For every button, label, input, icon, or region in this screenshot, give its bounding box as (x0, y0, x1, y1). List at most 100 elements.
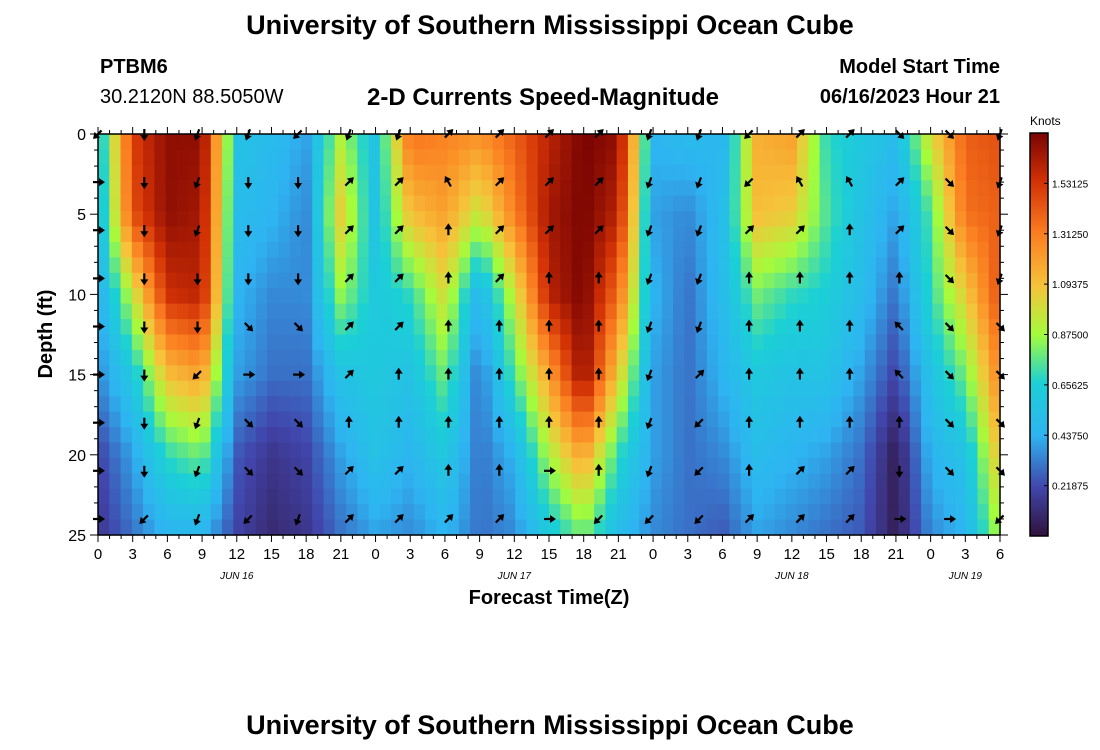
heatmap-cell (875, 349, 888, 366)
heatmap-cell (109, 457, 122, 474)
current-arrow (795, 319, 804, 332)
heatmap-cell (842, 504, 855, 521)
heatmap-cell (391, 195, 404, 212)
current-arrow (293, 322, 304, 332)
heatmap-cell (650, 488, 663, 505)
heatmap-cell (458, 241, 471, 258)
heatmap-cell (853, 257, 866, 274)
heatmap-cell (605, 272, 618, 289)
arrow-shaft (647, 128, 653, 137)
heatmap-cell (673, 211, 685, 228)
heatmap-cell (921, 303, 933, 320)
current-arrow (894, 515, 907, 523)
heatmap-cell (368, 504, 381, 521)
heatmap-cell (673, 180, 685, 197)
arrow-head (645, 470, 654, 478)
heatmap-cell (143, 257, 155, 274)
heatmap-cell (312, 457, 325, 474)
heatmap-cell (131, 257, 144, 274)
heatmap-cell (864, 380, 877, 397)
heatmap-cell (470, 442, 482, 459)
heatmap-cell (537, 226, 550, 243)
heatmap-cell (368, 396, 381, 413)
heatmap-cell (289, 457, 302, 474)
x-tick-label: 21 (888, 546, 905, 563)
heatmap-cell (289, 473, 302, 490)
heatmap-cell (684, 396, 697, 413)
current-arrow (895, 271, 904, 284)
heatmap-cell (943, 473, 956, 490)
heatmap-cell (289, 504, 302, 521)
heatmap-cell (898, 149, 911, 166)
heatmap-cell (954, 411, 967, 428)
heatmap-cell (98, 257, 110, 274)
heatmap-cell (639, 149, 652, 166)
heatmap-cell (210, 365, 223, 382)
heatmap-cell (887, 257, 900, 274)
heatmap-cell (605, 365, 618, 382)
heatmap-cell (143, 457, 155, 474)
heatmap-cell (988, 288, 1001, 305)
heatmap-cell (109, 288, 122, 305)
heatmap-cell (176, 195, 189, 212)
heatmap-cell (684, 272, 697, 289)
heatmap-cell (424, 396, 437, 413)
heatmap-cell (898, 334, 911, 351)
heatmap-cell (515, 226, 528, 243)
heatmap-cell (763, 473, 776, 490)
heatmap-cell (684, 288, 697, 305)
heatmap-cell (447, 149, 460, 166)
heatmap-cell (210, 180, 223, 197)
heatmap-cell (391, 380, 404, 397)
heatmap-cell (470, 180, 482, 197)
arrow-head (847, 465, 855, 473)
arrow-head (444, 415, 453, 422)
heatmap-cell (582, 334, 595, 351)
heatmap-cell (639, 241, 652, 258)
heatmap-cell (402, 319, 415, 336)
heatmap-cell (594, 380, 606, 397)
heatmap-cell (808, 164, 821, 181)
heatmap-cell (627, 195, 640, 212)
arrow-shaft (246, 514, 253, 522)
heatmap-cell (875, 257, 888, 274)
arrow-shaft (697, 466, 704, 473)
heatmap-cell (785, 442, 798, 459)
heatmap-cell (729, 288, 742, 305)
heatmap-cell (402, 288, 415, 305)
heatmap-cell (165, 241, 178, 258)
heatmap-cell (797, 504, 809, 521)
heatmap-cell (391, 164, 404, 181)
heatmap-cell (334, 288, 347, 305)
current-arrow (744, 225, 755, 235)
heatmap-cell (684, 195, 697, 212)
arrow-head (444, 463, 453, 470)
heatmap-cell (729, 134, 742, 151)
heatmap-cell (300, 519, 313, 536)
heatmap-cell (549, 380, 561, 397)
heatmap-cell (98, 195, 110, 212)
heatmap-cell (774, 303, 787, 320)
heatmap-cell (199, 257, 212, 274)
heatmap-cell (98, 473, 110, 490)
heatmap-cell (436, 504, 449, 521)
heatmap-cell (594, 272, 606, 289)
heatmap-cell (255, 488, 268, 505)
heatmap-cell (571, 442, 584, 459)
heatmap-cell (368, 211, 381, 228)
heatmap-cell (549, 488, 561, 505)
heatmap-cell (165, 319, 178, 336)
heatmap-cell (436, 257, 449, 274)
heatmap-cell (943, 195, 956, 212)
heatmap-cell (887, 504, 900, 521)
heatmap-cell (289, 319, 302, 336)
heatmap-cell (729, 427, 742, 444)
heatmap-cell (774, 334, 787, 351)
heatmap-cell (819, 180, 832, 197)
heatmap-cell (774, 288, 787, 305)
arrow-head (444, 271, 453, 278)
arrow-head (797, 465, 805, 473)
heatmap-cell (988, 365, 1001, 382)
heatmap-cell (537, 473, 550, 490)
